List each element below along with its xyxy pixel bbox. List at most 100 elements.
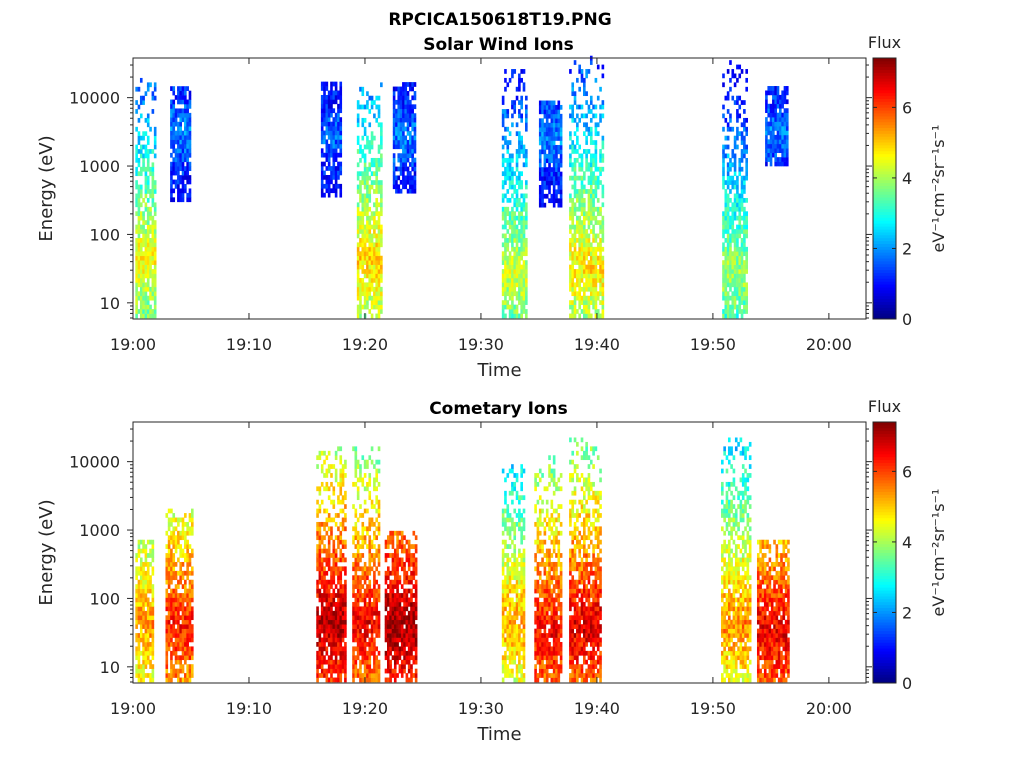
flux-cell (596, 269, 600, 274)
flux-cell (172, 615, 176, 621)
flux-cell (738, 264, 742, 270)
flux-cell (389, 633, 392, 638)
flux-cell (368, 95, 372, 101)
flux-cell (179, 117, 183, 123)
flux-cell (135, 86, 138, 92)
flux-cell (361, 570, 365, 576)
flux-cell (585, 122, 588, 128)
flux-cell (377, 668, 381, 674)
flux-cell (325, 606, 329, 612)
flux-cell (170, 517, 173, 523)
burst-3 (352, 446, 381, 683)
colorbar-step (873, 147, 896, 152)
flux-cell (384, 553, 388, 558)
flux-cell (184, 99, 187, 105)
flux-cell (344, 464, 347, 469)
flux-cell (783, 94, 787, 100)
flux-cell (740, 313, 744, 319)
flux-cell (366, 677, 369, 683)
flux-cell (339, 570, 343, 576)
flux-cell (361, 481, 365, 487)
flux-cell (373, 211, 376, 217)
flux-cell (377, 548, 381, 554)
flux-cell (323, 593, 326, 598)
flux-cell (172, 126, 176, 131)
flux-cell (368, 548, 372, 554)
flux-cell (573, 189, 577, 194)
flux-cell (380, 260, 383, 265)
flux-cell (320, 152, 324, 158)
flux-cell (186, 166, 189, 171)
flux-cell (387, 633, 390, 638)
flux-cell (731, 175, 735, 181)
flux-cell (501, 664, 505, 669)
flux-cell (334, 664, 338, 669)
flux-cell (151, 260, 155, 265)
flux-cell (506, 197, 510, 203)
flux-cell (339, 659, 343, 665)
flux-cell (363, 637, 367, 643)
flux-cell (177, 170, 180, 176)
flux-cell (359, 193, 362, 199)
flux-cell (332, 81, 336, 87)
flux-cell (745, 304, 748, 310)
flux-cell (146, 86, 150, 92)
flux-cell (559, 171, 563, 177)
flux-cell (506, 260, 510, 265)
flux-cell (330, 175, 333, 180)
flux-cell (368, 215, 372, 221)
flux-cell (359, 237, 362, 243)
flux-cell (391, 641, 395, 647)
flux-cell (377, 650, 381, 656)
flux-cell (135, 166, 138, 172)
flux-cell (601, 135, 605, 141)
flux-cell (548, 140, 551, 146)
flux-cell (339, 499, 343, 505)
flux-cell (179, 108, 183, 114)
flux-cell (403, 610, 406, 616)
flux-cell (373, 220, 376, 225)
flux-cell (380, 180, 383, 185)
flux-cell (316, 633, 319, 638)
flux-cell (167, 521, 171, 527)
flux-cell (339, 557, 343, 563)
flux-cell (318, 637, 322, 643)
flux-cell (384, 633, 388, 638)
flux-cell (743, 189, 746, 194)
flux-cell (585, 149, 588, 154)
flux-cell (153, 246, 157, 252)
flux-cell (559, 104, 563, 110)
flux-cell (738, 229, 742, 234)
flux-cell (368, 601, 372, 607)
flux-cell (368, 295, 372, 301)
flux-cell (772, 143, 775, 149)
flux-cell (538, 104, 542, 110)
flux-cell (188, 615, 192, 621)
flux-cell (139, 593, 143, 598)
flux-cell (594, 277, 598, 283)
flux-cell (363, 153, 367, 159)
flux-cell (179, 192, 183, 198)
flux-cell (356, 539, 360, 545)
flux-cell (557, 136, 561, 141)
flux-cell (334, 584, 338, 589)
flux-cell (327, 566, 331, 572)
flux-cell (722, 246, 725, 252)
colorbar-step (873, 304, 896, 308)
flux-cell (339, 521, 343, 527)
flux-cell (142, 593, 145, 598)
flux-cell (400, 641, 404, 647)
flux-cell (722, 273, 725, 279)
flux-cell (740, 153, 744, 159)
flux-cell (174, 135, 178, 140)
flux-cell (414, 628, 418, 634)
flux-cell (592, 189, 595, 194)
flux-cell (404, 108, 408, 114)
flux-cell (179, 112, 183, 118)
flux-cell (170, 655, 173, 661)
flux-cell (339, 655, 343, 661)
flux-cell (587, 126, 591, 132)
flux-cell (146, 286, 150, 292)
flux-cell (738, 113, 742, 119)
flux-cell (320, 570, 324, 576)
